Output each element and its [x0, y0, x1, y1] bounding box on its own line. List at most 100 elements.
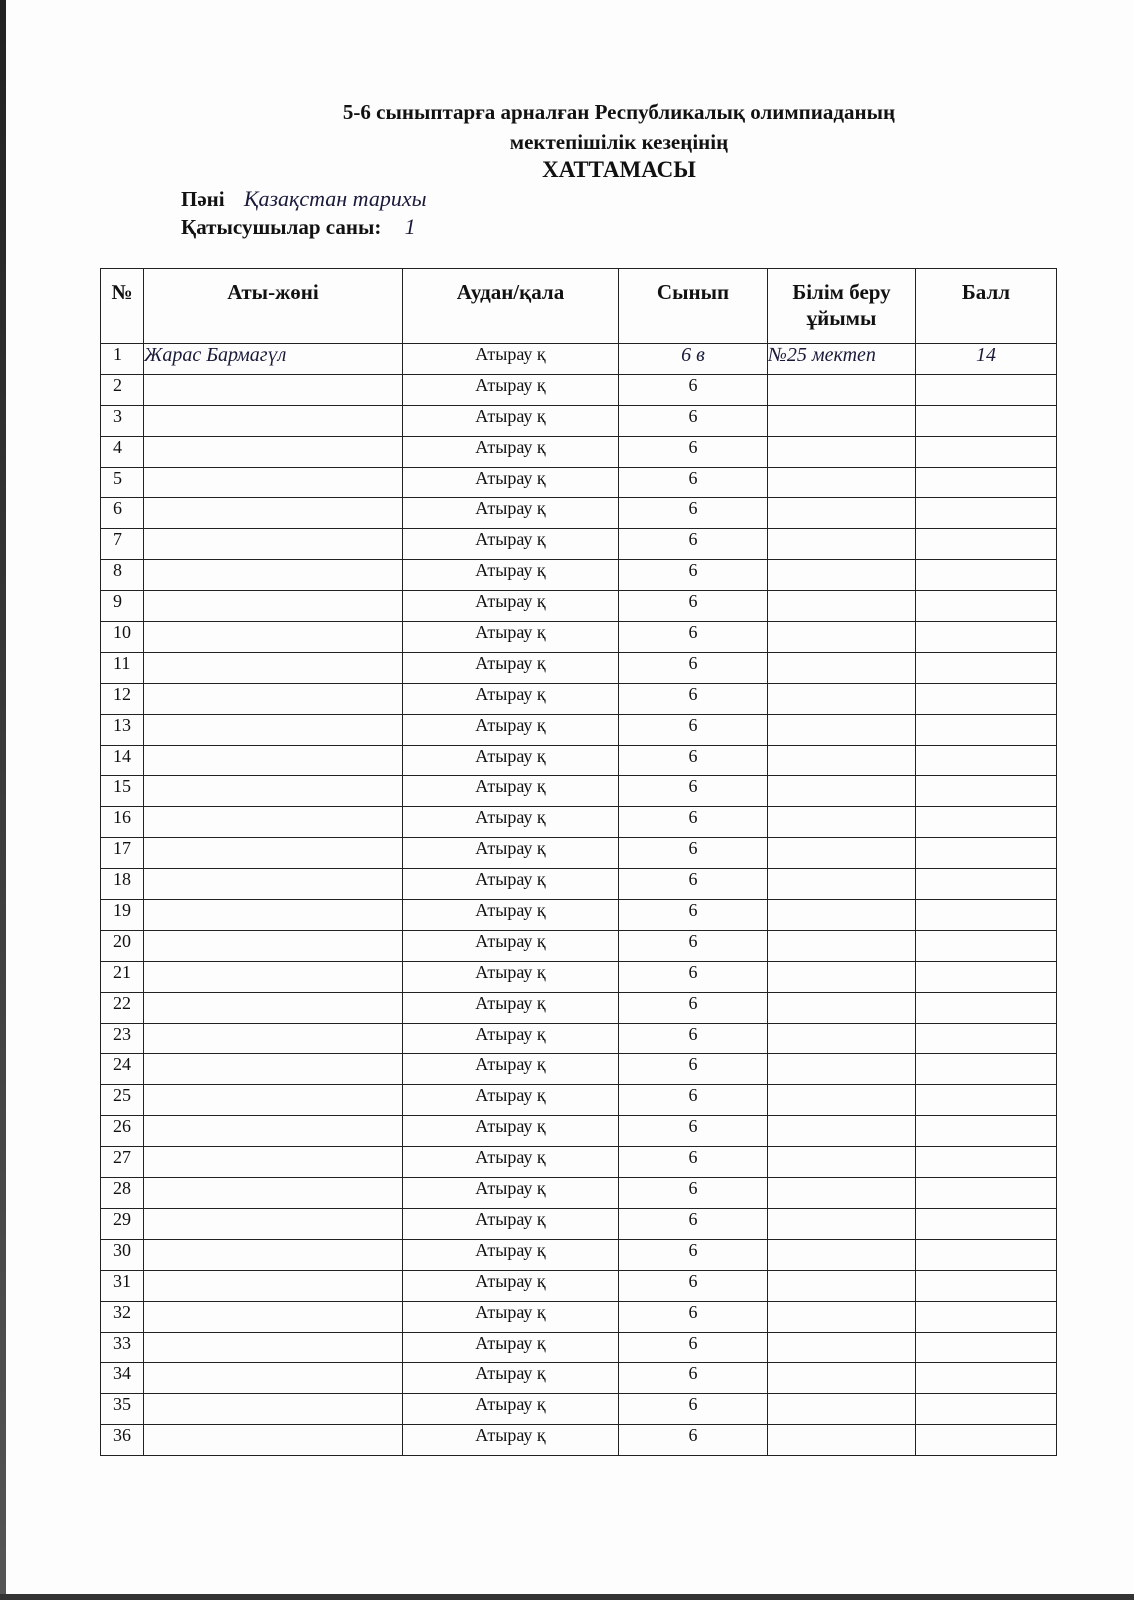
- row-number: 13: [100, 713, 144, 746]
- class: 6: [618, 1424, 768, 1457]
- education-org: [767, 1269, 916, 1302]
- row-number: 17: [100, 837, 144, 870]
- participant-name: [143, 1053, 403, 1086]
- class: 6: [618, 713, 768, 746]
- class: 6: [618, 559, 768, 592]
- district: Атырау қ: [402, 466, 619, 499]
- row-number: 24: [100, 1053, 144, 1086]
- row-number: 6: [100, 497, 144, 530]
- row-number: 31: [100, 1269, 144, 1302]
- participant-name: [143, 929, 403, 962]
- education-org: [767, 1115, 916, 1148]
- education-org: [767, 1207, 916, 1240]
- class: 6: [618, 435, 768, 468]
- score: [915, 528, 1057, 561]
- education-org: [767, 1084, 916, 1117]
- row-number: 34: [100, 1362, 144, 1395]
- score: [915, 1177, 1057, 1209]
- education-org: [767, 929, 916, 962]
- row-number: 18: [100, 868, 144, 901]
- education-org: [767, 590, 916, 623]
- doc-title-line2: мектепішілік кезеңінің: [509, 130, 729, 154]
- row-number: 16: [100, 806, 144, 839]
- row-number: 12: [100, 682, 144, 715]
- education-org: №25 мектеп: [767, 343, 916, 375]
- participant-name: [143, 1177, 403, 1209]
- district: Атырау қ: [402, 497, 619, 530]
- participant-name: [143, 1238, 403, 1271]
- class: 6: [618, 960, 768, 993]
- score: [915, 435, 1057, 468]
- score: [915, 1022, 1057, 1055]
- row-number: 36: [100, 1424, 144, 1457]
- score: 14: [915, 343, 1057, 375]
- education-org: [767, 1362, 916, 1395]
- participant-name: [143, 713, 403, 746]
- row-number: 25: [100, 1084, 144, 1117]
- district: Атырау қ: [402, 559, 619, 592]
- participant-name: [143, 1146, 403, 1179]
- district: Атырау қ: [402, 1207, 619, 1240]
- row-number: 27: [100, 1146, 144, 1179]
- education-org: [767, 497, 916, 530]
- col-class: Сынып: [618, 268, 768, 344]
- education-org: [767, 528, 916, 561]
- score: [915, 744, 1057, 777]
- score: [915, 868, 1057, 901]
- class: 6: [618, 1146, 768, 1179]
- participants-value: 1: [404, 214, 416, 239]
- row-number: 30: [100, 1238, 144, 1271]
- score: [915, 1362, 1057, 1395]
- scan-edge: [0, 0, 6, 1600]
- row-number: 8: [100, 559, 144, 592]
- education-org: [767, 1331, 916, 1364]
- class: 6: [618, 1238, 768, 1271]
- district: Атырау қ: [402, 373, 619, 406]
- participant-name: [143, 837, 403, 870]
- class: 6: [618, 1022, 768, 1055]
- score: [915, 1269, 1057, 1302]
- score: [915, 775, 1057, 808]
- district: Атырау қ: [402, 1331, 619, 1364]
- participant-name: [143, 651, 403, 684]
- participant-name: [143, 497, 403, 530]
- row-number: 32: [100, 1300, 144, 1333]
- row-number: 28: [100, 1177, 144, 1209]
- participant-name: [143, 466, 403, 499]
- table-header-row: № Аты-жөні Аудан/қала Сынып Білім беру ұ…: [100, 268, 1057, 344]
- row-number: 5: [100, 466, 144, 499]
- participant-name: [143, 404, 403, 437]
- score: [915, 466, 1057, 499]
- participant-name: [143, 373, 403, 406]
- education-org: [767, 775, 916, 808]
- score: [915, 1300, 1057, 1333]
- row-number: 10: [100, 621, 144, 653]
- district: Атырау қ: [402, 404, 619, 437]
- education-org: [767, 682, 916, 715]
- row-number: 26: [100, 1115, 144, 1148]
- participant-name: [143, 899, 403, 931]
- col-district: Аудан/қала: [402, 268, 619, 344]
- class: 6: [618, 651, 768, 684]
- district: Атырау қ: [402, 651, 619, 684]
- score: [915, 1084, 1057, 1117]
- scan-edge-bottom: [0, 1594, 1134, 1600]
- class: 6: [618, 621, 768, 653]
- education-org: [767, 1022, 916, 1055]
- class: 6: [618, 868, 768, 901]
- participant-name: [143, 1424, 403, 1457]
- education-org: [767, 1393, 916, 1426]
- class: 6 в: [618, 343, 768, 375]
- protocol-table: № Аты-жөні Аудан/қала Сынып Білім беру ұ…: [100, 268, 1057, 1457]
